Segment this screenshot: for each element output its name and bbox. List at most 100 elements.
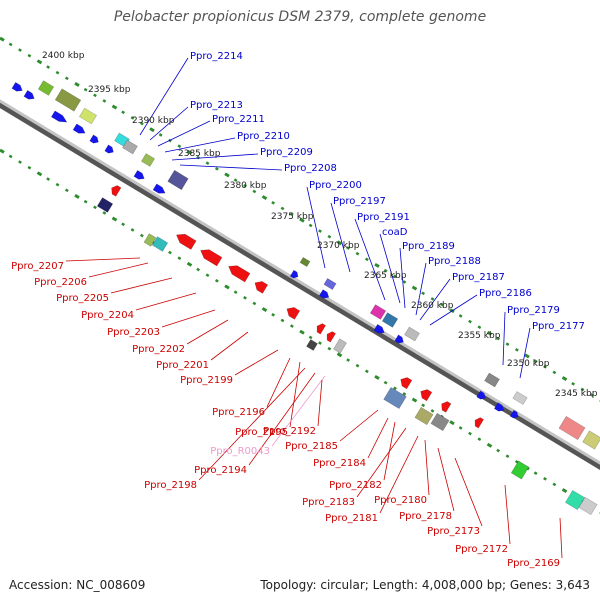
tick-mark (346, 358, 351, 362)
tick-mark (374, 262, 380, 268)
genome-summary: Topology: circular; Length: 4,008,000 bp… (260, 578, 590, 592)
tick-mark (524, 353, 530, 359)
tick-mark (177, 144, 182, 149)
gene-label-reverse: Ppro_2184 (313, 458, 366, 469)
tick-mark (18, 48, 22, 52)
leader-line (157, 120, 211, 147)
gene-feature (286, 307, 301, 320)
gene-label-forward: Ppro_2188 (428, 256, 481, 267)
tick-mark (364, 257, 369, 262)
gene-feature (50, 110, 68, 123)
tick-mark (449, 420, 455, 426)
tick-mark (421, 291, 426, 296)
gene-label-reverse: Ppro_2199 (180, 375, 233, 386)
tick-mark (8, 42, 13, 47)
tick-mark (514, 348, 519, 352)
tick-mark (308, 335, 313, 340)
gene-label-forward: Ppro_2177 (532, 321, 585, 332)
tick-mark (139, 121, 144, 126)
tick-mark (243, 183, 247, 188)
leader-line (210, 331, 249, 361)
tick-mark (505, 454, 510, 459)
tick-mark (64, 76, 69, 81)
tick-mark (411, 397, 418, 403)
gene-feature (72, 123, 86, 134)
tick-mark (308, 223, 313, 228)
gene-label-forward: Ppro_2214 (190, 51, 243, 62)
tick-mark (458, 314, 463, 318)
tick-mark (318, 341, 322, 345)
gene-feature (89, 134, 99, 144)
gene-feature (122, 139, 138, 155)
tick-mark (0, 36, 5, 42)
leader-line (266, 357, 291, 408)
tick-mark (402, 280, 407, 284)
tick-mark (289, 324, 294, 328)
leader-line (317, 379, 323, 427)
gene-feature (404, 326, 420, 342)
leader-line (356, 427, 407, 498)
gene-label-reverse: Ppro_2194 (194, 465, 247, 476)
tick-mark (561, 376, 568, 382)
accession-label: Accession: NC_008609 (9, 578, 146, 592)
gene-feature (306, 339, 318, 351)
tick-mark (327, 234, 332, 239)
tick-mark (233, 290, 238, 294)
tick-mark (561, 488, 568, 494)
tick-mark (252, 189, 257, 194)
tick-mark (496, 336, 501, 341)
kbp-label: 2395 kbp (88, 85, 131, 95)
tick-mark (186, 261, 193, 267)
tick-mark (496, 448, 501, 453)
gene-feature (316, 323, 326, 335)
tick-mark (393, 386, 397, 391)
gene-label-reverse: Ppro_2172 (455, 544, 508, 555)
kbp-label: 2365 kbp (364, 271, 407, 281)
map-title: Pelobacter propionicus DSM 2379, complet… (113, 9, 487, 25)
tick-mark (111, 216, 118, 222)
tick-mark (130, 116, 135, 120)
gene-label-forward: Ppro_2209 (260, 147, 313, 158)
gene-label-reverse: Ppro_2173 (427, 526, 480, 537)
leader-line (135, 292, 197, 311)
gene-label-forward: Ppro_2197 (333, 196, 386, 207)
tick-mark (271, 312, 276, 317)
gene-feature (104, 144, 114, 154)
tick-mark (552, 482, 557, 487)
tick-mark (571, 381, 576, 386)
tick-mark (130, 228, 135, 232)
tick-mark (430, 297, 435, 301)
gene-feature (152, 183, 166, 194)
tick-mark (233, 178, 238, 182)
kbp-label: 2345 kbp (555, 389, 598, 399)
tick-mark (252, 301, 257, 306)
backbone-shadow (0, 99, 600, 471)
tick-mark (589, 393, 594, 397)
tick-mark (243, 295, 247, 300)
tick-mark (346, 246, 351, 250)
tick-mark (83, 199, 88, 204)
kbp-label: 2370 kbp (317, 241, 360, 251)
tick-mark (139, 233, 144, 238)
leader-line (454, 457, 483, 527)
tick-mark (224, 172, 230, 178)
gene-feature (414, 406, 434, 426)
tick-mark (533, 359, 538, 363)
kbp-label: 2390 kbp (132, 116, 175, 126)
leader-line (149, 106, 189, 141)
gene-label-reverse: Ppro_2182 (329, 480, 382, 491)
leader-line (306, 186, 326, 269)
gene-label-forward: Ppro_2200 (309, 180, 362, 191)
gene-label-reverse: Ppro_2169 (507, 558, 560, 569)
rna-label: Ppro_R0043 (210, 446, 270, 457)
tick-mark (299, 329, 305, 335)
gene-feature (11, 82, 23, 92)
tick-mark (64, 188, 69, 193)
leader-line (559, 517, 563, 559)
leader-line (330, 202, 351, 273)
gene-label-reverse: Ppro_2202 (132, 344, 185, 355)
gene-feature (582, 430, 600, 450)
gene-feature (493, 402, 505, 412)
tick-mark (543, 364, 547, 369)
gene-feature (381, 312, 399, 328)
